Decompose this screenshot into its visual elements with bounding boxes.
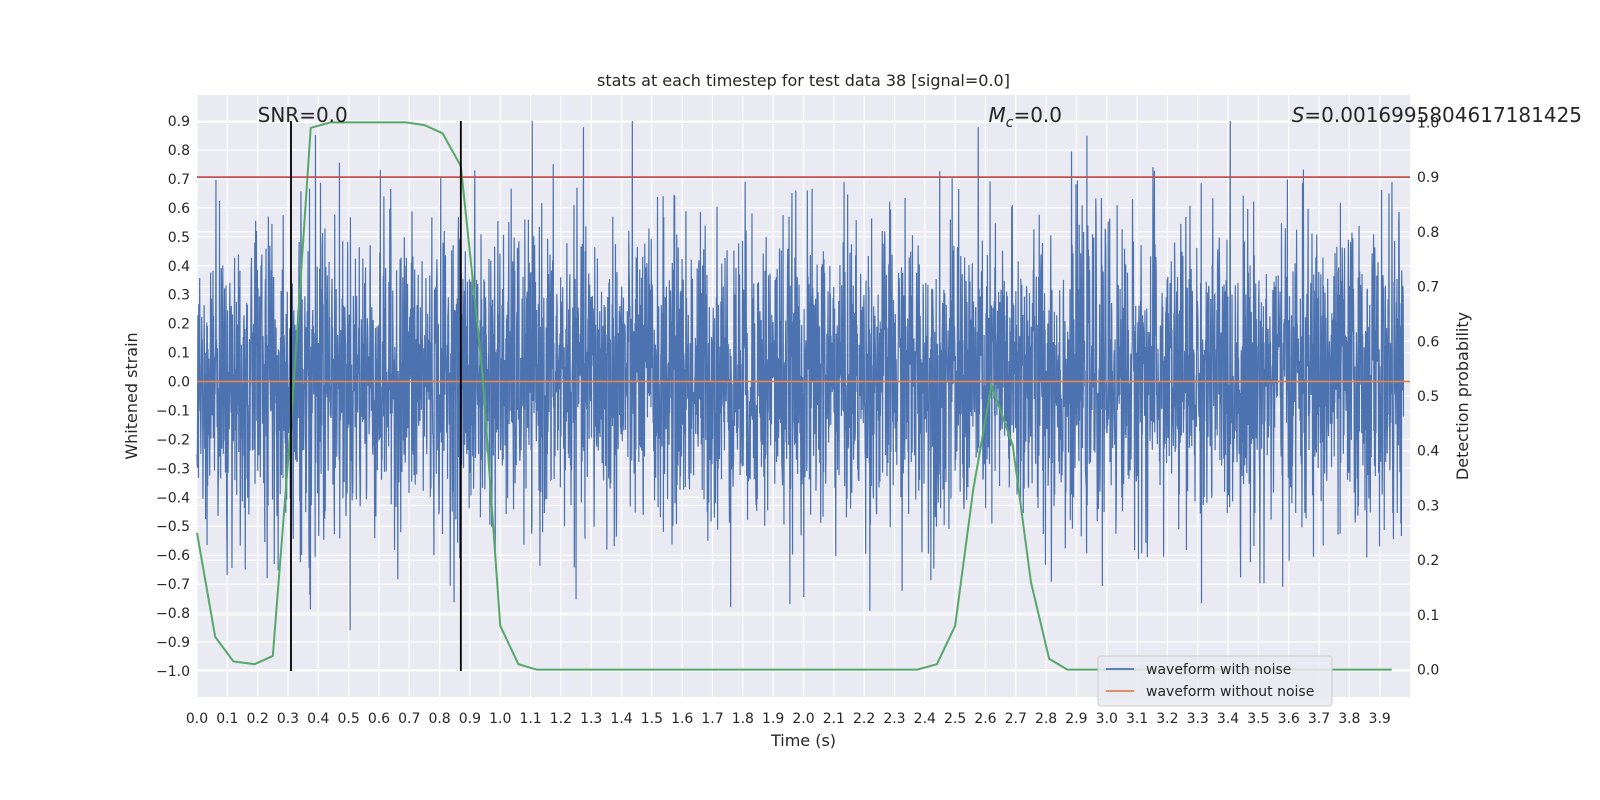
x-axis-label: Time (s) [770,731,836,750]
y-tick-label-right: 0.7 [1417,280,1439,296]
y-tick-label-right: 0.8 [1417,225,1439,241]
y-tick-label-right: 0.2 [1417,553,1439,569]
y-tick-label: 0.1 [168,346,190,362]
y-tick-label: −0.6 [156,548,190,564]
x-tick-label: 0.1 [216,711,238,727]
y-tick-label: −1.0 [156,664,190,680]
y-tick-label-right: 0.6 [1417,334,1439,350]
y-tick-label: 0.5 [168,230,190,246]
x-tick-label: 0.3 [277,711,299,727]
y-tick-label: 0.9 [168,114,190,130]
x-tick-label: 1.9 [762,711,784,727]
y-ticks-right: 0.0 0.1 0.2 0.3 0.4 0.5 0.6 0.7 0.8 0.9 1.0 [1417,115,1439,678]
y-tick-label: −0.1 [156,403,190,419]
x-tick-label: 2.5 [944,711,966,727]
x-tick-label: 1.4 [610,711,632,727]
x-tick-label: 3.7 [1308,711,1330,727]
y-tick-label: 0.3 [168,288,190,304]
y-tick-label: 0.0 [168,375,190,391]
x-tick-label: 2.2 [853,711,875,727]
probability-line [196,121,1392,671]
x-tick-label: 3.4 [1217,711,1239,727]
legend-box [1097,655,1333,707]
noise-line [196,121,1405,631]
x-tick-label: 0.2 [247,711,269,727]
y-axis-label: Whitened strain [122,332,141,459]
y-tick-label-right: 0.4 [1417,444,1439,460]
x-tick-label: 3.0 [1096,711,1118,727]
x-tick-label: 3.9 [1369,711,1391,727]
mc-value: =0.0 [1013,103,1062,127]
x-tick-label: 0.9 [459,711,481,727]
x-tick-label: 2.0 [792,711,814,727]
x-tick-label: 0.5 [337,711,359,727]
x-tick-label: 0.8 [428,711,450,727]
legend-label-clean: waveform without noise [1146,684,1314,700]
s-annotation: S=0.0016995804617181425 [1292,103,1582,127]
y-tick-label-right: 0.5 [1417,389,1439,405]
y-tick-label: −0.9 [156,635,190,651]
y-tick-label: 0.8 [168,143,190,159]
x-tick-label: 1.0 [489,711,511,727]
x-tick-label: 2.1 [823,711,845,727]
x-tick-label: 2.3 [883,711,905,727]
x-tick-label: 3.8 [1338,711,1360,727]
mc-symbol: M [988,103,1005,127]
x-tick-label: 0.4 [307,711,329,727]
vertical-lines [290,121,462,671]
x-tick-label: 1.1 [519,711,541,727]
y-tick-label: 0.6 [168,201,190,217]
x-tick-label: 2.9 [1065,711,1087,727]
y-tick-label: 0.4 [168,259,190,275]
x-tick-label: 2.6 [974,711,996,727]
y-tick-label: −0.7 [156,577,190,593]
y-tick-label: −0.8 [156,606,190,622]
y-tick-label: −0.5 [156,519,190,535]
legend-label-noise: waveform with noise [1146,662,1291,678]
x-tick-label: 0.6 [368,711,390,727]
y-tick-label: −0.2 [156,432,190,448]
s-symbol: S [1292,103,1305,127]
y-tick-label: −0.4 [156,490,190,506]
x-tick-label: 3.3 [1187,711,1209,727]
x-tick-label: 1.3 [580,711,602,727]
y-tick-label: 0.7 [168,172,190,188]
y-tick-label-right: 0.0 [1417,663,1439,679]
x-tick-label: 2.8 [1035,711,1057,727]
snr-annotation: SNR=0.0 [258,103,348,127]
mc-annotation: Mc=0.0 [988,103,1062,131]
mc-subscript: c [1006,115,1014,131]
y-axis-label-right: Detection probability [1453,312,1472,480]
probability-series [196,121,1392,671]
y-tick-label: −0.3 [156,461,190,477]
legend: waveform with noise waveform without noi… [1097,655,1333,707]
x-tick-label: 1.8 [732,711,754,727]
x-tick-label: 1.2 [550,711,572,727]
x-tick-label: 0.7 [398,711,420,727]
y-tick-label-right: 0.3 [1417,498,1439,514]
x-tick-label: 1.6 [671,711,693,727]
x-tick-label: 1.5 [641,711,663,727]
y-tick-label-right: 0.9 [1417,170,1439,186]
x-ticks: 0.0 0.1 0.2 0.3 0.4 0.5 0.6 0.7 0.8 0.9 1.0 1.1 1.2 1… [186,711,1391,727]
y-ticks-left: −1.0 −0.9 −0.8 −0.7 −0.6 −0.5 −0.4 −0.3 −0.2 −0.1… [156,114,190,680]
noise-series [196,121,1405,631]
x-tick-label: 0.0 [186,711,208,727]
chart-title: stats at each timestep for test data 38 … [597,71,1010,90]
x-tick-label: 2.7 [1005,711,1027,727]
x-tick-label: 3.6 [1278,711,1300,727]
x-tick-label: 1.7 [701,711,723,727]
s-value: =0.0016995804617181425 [1304,103,1582,127]
y-tick-label: 0.2 [168,317,190,333]
y-tick-label-right: 0.1 [1417,608,1439,624]
x-tick-label: 3.2 [1156,711,1178,727]
y-tick-label-right: 1.0 [1417,115,1439,131]
x-tick-label: 3.1 [1126,711,1148,727]
x-tick-label: 3.5 [1247,711,1269,727]
x-tick-label: 2.4 [914,711,936,727]
